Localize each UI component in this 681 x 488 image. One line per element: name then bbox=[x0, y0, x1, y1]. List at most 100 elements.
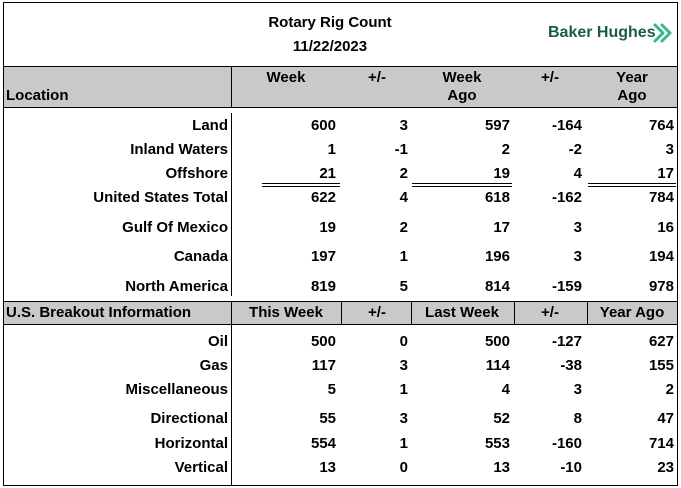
col-week: Week bbox=[266, 69, 306, 86]
cell-week-ago: 4 bbox=[501, 381, 510, 398]
row-label: Oil bbox=[207, 333, 228, 350]
row-label: Gas bbox=[199, 357, 228, 374]
row-label: Miscellaneous bbox=[125, 381, 228, 398]
cell-week-ago: 52 bbox=[493, 410, 510, 427]
cell-week: 622 bbox=[310, 189, 336, 206]
row-label: Vertical bbox=[174, 459, 228, 476]
cell-change-week: 0 bbox=[399, 459, 408, 476]
divider bbox=[231, 113, 232, 296]
section1-header bbox=[4, 66, 677, 108]
cell-week: 55 bbox=[319, 410, 336, 427]
divider bbox=[341, 302, 342, 325]
cell-year-ago: 714 bbox=[648, 435, 674, 452]
cell-week: 13 bbox=[319, 459, 336, 476]
cell-change-week: 2 bbox=[399, 165, 408, 182]
cell-week: 500 bbox=[310, 333, 336, 350]
row-label: Land bbox=[192, 117, 228, 134]
cell-change-year: -160 bbox=[551, 435, 582, 452]
subtotal-line bbox=[262, 183, 340, 184]
subtotal-line bbox=[588, 186, 676, 187]
cell-year-ago: 764 bbox=[648, 117, 674, 134]
cell-week: 21 bbox=[319, 165, 336, 182]
cell-change-year: -10 bbox=[560, 459, 582, 476]
cell-change-year: 3 bbox=[573, 248, 582, 265]
col-change-year-2: +/- bbox=[541, 304, 559, 321]
cell-change-year: -2 bbox=[568, 141, 582, 158]
cell-week-ago: 814 bbox=[484, 278, 510, 295]
col-change-year: +/- bbox=[541, 69, 559, 86]
cell-year-ago: 784 bbox=[648, 189, 674, 206]
col-week-ago: Week bbox=[442, 69, 482, 86]
cell-change-week: 3 bbox=[399, 410, 408, 427]
col-year-ago: Year bbox=[616, 69, 648, 86]
row-label: Inland Waters bbox=[130, 141, 228, 158]
cell-week-ago: 553 bbox=[484, 435, 510, 452]
cell-week-ago: 196 bbox=[484, 248, 510, 265]
baker-hughes-logo-icon bbox=[653, 23, 672, 43]
divider bbox=[411, 302, 412, 325]
cell-change-year: -38 bbox=[560, 357, 582, 374]
cell-year-ago: 23 bbox=[657, 459, 674, 476]
cell-change-year: -159 bbox=[551, 278, 582, 295]
cell-year-ago: 3 bbox=[665, 141, 674, 158]
divider bbox=[231, 66, 232, 108]
cell-change-week: -1 bbox=[394, 141, 408, 158]
cell-week: 600 bbox=[310, 117, 336, 134]
cell-week-ago: 13 bbox=[493, 459, 510, 476]
rig-count-table bbox=[3, 2, 678, 486]
cell-year-ago: 978 bbox=[648, 278, 674, 295]
cell-week-ago: 597 bbox=[484, 117, 510, 134]
cell-change-week: 1 bbox=[399, 248, 408, 265]
row-label: Directional bbox=[150, 410, 228, 427]
cell-week-ago: 2 bbox=[501, 141, 510, 158]
divider bbox=[514, 302, 515, 325]
cell-change-year: 8 bbox=[573, 410, 582, 427]
col-year-ago-2: Year Ago bbox=[599, 304, 665, 321]
row-label: Gulf Of Mexico bbox=[122, 219, 228, 236]
subtotal-line bbox=[412, 183, 512, 184]
cell-change-week: 1 bbox=[399, 381, 408, 398]
report-title: Rotary Rig Count bbox=[268, 14, 392, 31]
row-label: United States Total bbox=[93, 189, 228, 206]
cell-week: 19 bbox=[319, 219, 336, 236]
subtotal-line bbox=[588, 183, 676, 184]
cell-week: 197 bbox=[310, 248, 336, 265]
cell-change-year: 4 bbox=[573, 165, 582, 182]
col-change-week-2: +/- bbox=[368, 304, 386, 321]
report-date: 11/22/2023 bbox=[292, 38, 368, 55]
col-year-ago-line2: Ago bbox=[617, 87, 647, 104]
divider bbox=[231, 302, 232, 486]
cell-change-year: -162 bbox=[551, 189, 582, 206]
cell-week-ago: 114 bbox=[485, 357, 510, 374]
brand-name: Baker Hughes bbox=[548, 24, 656, 41]
cell-week: 554 bbox=[310, 435, 336, 452]
divider bbox=[4, 107, 677, 108]
cell-change-week: 2 bbox=[399, 219, 408, 236]
cell-change-week: 0 bbox=[399, 333, 408, 350]
cell-week-ago: 17 bbox=[493, 219, 510, 236]
divider bbox=[4, 324, 677, 325]
cell-week-ago: 500 bbox=[484, 333, 510, 350]
divider bbox=[4, 301, 677, 302]
cell-week: 1 bbox=[327, 141, 336, 158]
cell-change-year: 3 bbox=[573, 381, 582, 398]
cell-week: 117 bbox=[311, 357, 336, 374]
col-last-week: Last Week bbox=[425, 304, 499, 321]
cell-change-year: 3 bbox=[573, 219, 582, 236]
cell-year-ago: 155 bbox=[648, 357, 674, 374]
col-week-ago-line2: Ago bbox=[447, 87, 477, 104]
cell-change-week: 5 bbox=[399, 278, 408, 295]
cell-year-ago: 194 bbox=[648, 248, 674, 265]
row-label: Horizontal bbox=[154, 435, 228, 452]
col-location: Location bbox=[6, 87, 69, 104]
subtotal-line bbox=[262, 186, 340, 187]
cell-year-ago: 16 bbox=[657, 219, 674, 236]
row-label: Offshore bbox=[165, 165, 228, 182]
section2-header bbox=[4, 302, 677, 324]
subtotal-line bbox=[412, 186, 512, 187]
col-this-week: This Week bbox=[249, 304, 323, 321]
cell-week: 5 bbox=[327, 381, 336, 398]
cell-year-ago: 627 bbox=[648, 333, 674, 350]
row-label: Canada bbox=[173, 248, 228, 265]
cell-change-year: -164 bbox=[551, 117, 582, 134]
